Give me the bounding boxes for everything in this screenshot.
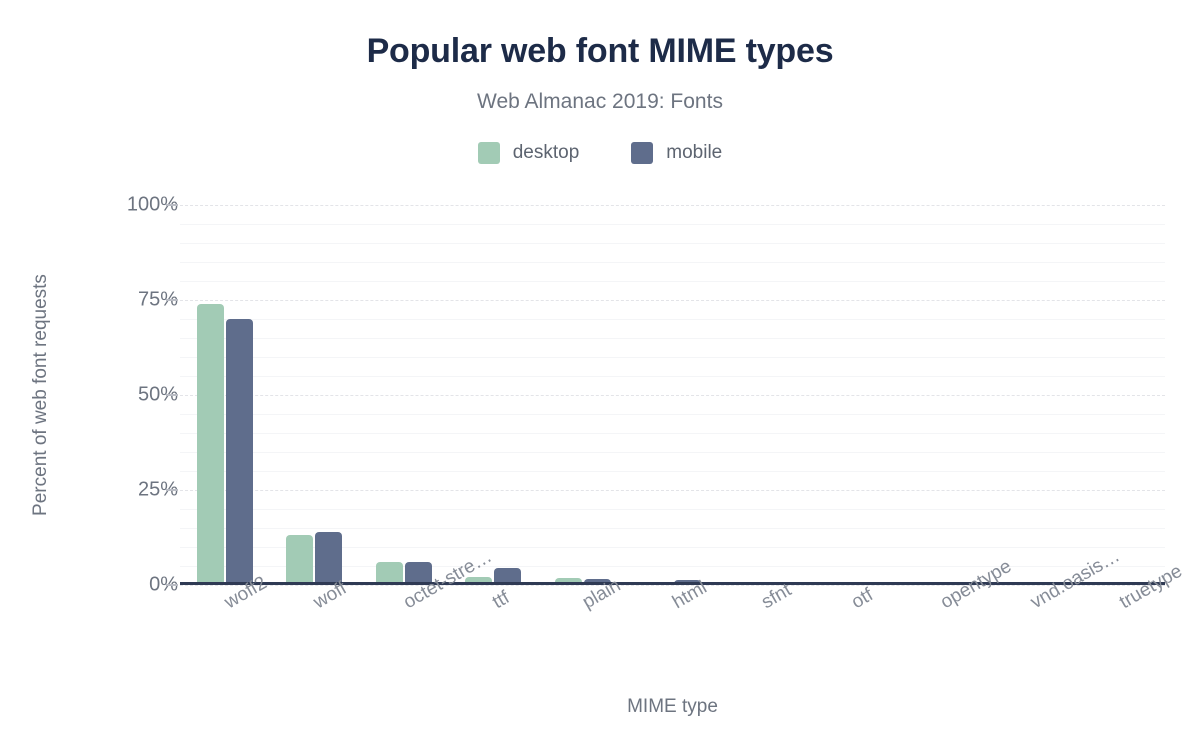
x-axis-label-cell: ttf <box>449 585 539 685</box>
gridline-minor <box>180 376 1165 378</box>
gridline-minor <box>180 547 1165 549</box>
gridline-major <box>180 490 1165 492</box>
gridline-major <box>180 395 1165 397</box>
legend-swatch-mobile <box>631 142 654 164</box>
bar-mobile[interactable] <box>225 319 253 585</box>
x-axis-labels: woff2 woff octet-stre… ttf plain html sfnt otf o… <box>180 545 1186 685</box>
bar-group <box>1075 205 1165 585</box>
x-axis-title: MIME type <box>627 696 718 717</box>
bar-mobile[interactable] <box>583 578 611 585</box>
gridline-minor <box>180 224 1165 226</box>
x-axis-label-cell: woff <box>270 578 360 685</box>
gridline-minor <box>180 528 1165 530</box>
y-axis-tick-mark <box>166 394 178 396</box>
legend-label-mobile: mobile <box>666 142 723 163</box>
bar-group <box>986 205 1076 585</box>
bar-groups <box>180 205 1165 585</box>
gridline-minor <box>180 262 1165 264</box>
chart-subtitle: Web Almanac 2019: Fonts <box>477 90 723 113</box>
legend-item-mobile[interactable]: mobile <box>631 142 722 164</box>
gridline-minor <box>180 414 1165 416</box>
gridline-minor <box>180 452 1165 454</box>
x-axis-label-cell: woff2 <box>180 572 271 685</box>
y-axis-tick-label: 100% <box>126 193 178 216</box>
x-axis-label-cell: octet-stre… <box>359 546 496 685</box>
gridline-minor <box>180 243 1165 245</box>
x-axis-label-cell: truetype <box>1075 561 1186 685</box>
gridline-minor <box>180 281 1165 283</box>
legend-label-desktop: desktop <box>512 142 580 163</box>
gridline-major <box>180 205 1165 207</box>
bar-mobile[interactable] <box>494 567 522 585</box>
x-axis-tick-label: sfnt <box>758 579 796 614</box>
bar-group <box>807 205 897 585</box>
x-axis-label-cell: sfnt <box>717 580 807 685</box>
bar-desktop[interactable] <box>465 577 493 585</box>
bar-group <box>180 205 270 585</box>
bar-group <box>270 205 360 585</box>
gridline-minor <box>180 566 1165 568</box>
y-axis-tick-label: 0% <box>149 573 178 596</box>
bar-group <box>449 205 539 585</box>
bar-desktop[interactable] <box>554 578 582 585</box>
gridline-minor <box>180 338 1165 340</box>
gridline-minor <box>180 357 1165 359</box>
bar-group <box>896 205 986 585</box>
y-axis-title: Percent of web font requests <box>28 205 54 585</box>
x-axis-baseline <box>180 582 1165 585</box>
bar-desktop[interactable] <box>196 303 224 585</box>
gridline-major <box>180 585 1165 587</box>
legend-swatch-desktop <box>477 142 500 164</box>
bar-group <box>538 205 628 585</box>
bar-group <box>628 205 718 585</box>
chart-legend: desktop mobile <box>0 142 1200 164</box>
bar-group <box>717 205 807 585</box>
gridline-minor <box>180 509 1165 511</box>
y-axis-tick-mark <box>166 299 178 301</box>
gridline-minor <box>180 471 1165 473</box>
y-axis-title-text: Percent of web font requests <box>30 274 51 516</box>
bar-mobile[interactable] <box>404 562 432 585</box>
x-axis-label-cell: plain <box>538 575 628 685</box>
gridline-minor <box>180 433 1165 435</box>
y-axis-tick-label: 50% <box>137 383 178 406</box>
gridline-major <box>180 300 1165 302</box>
y-axis-tick-mark <box>166 204 178 206</box>
x-axis-label-cell: vnd.oasis… <box>986 545 1123 685</box>
y-axis-tick-mark <box>166 584 178 586</box>
gridline-minor <box>180 319 1165 321</box>
bar-mobile[interactable] <box>315 531 343 585</box>
legend-item-desktop[interactable]: desktop <box>477 142 580 164</box>
bar-group <box>359 205 449 585</box>
x-axis-tick-label: ttf <box>489 587 514 614</box>
bar-desktop[interactable] <box>286 534 314 585</box>
x-axis-tick-label: otf <box>847 584 877 614</box>
x-axis-label-cell: opentype <box>896 556 1015 685</box>
y-axis-tick-label: 25% <box>137 478 178 501</box>
bar-desktop[interactable] <box>375 561 403 585</box>
chart-title: Popular web font MIME types <box>366 32 834 70</box>
x-axis-label-cell: html <box>628 577 718 685</box>
x-axis-label-cell: otf <box>807 584 897 685</box>
y-axis-tick-mark <box>166 489 178 491</box>
plot-area <box>180 205 1165 587</box>
y-axis-tick-label: 75% <box>137 288 178 311</box>
